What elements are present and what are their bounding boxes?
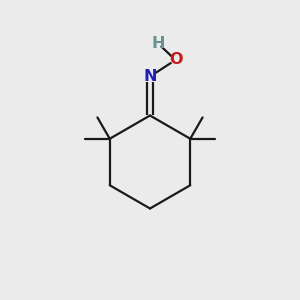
- Text: H: H: [151, 36, 165, 51]
- Text: N: N: [143, 69, 157, 84]
- Text: O: O: [169, 52, 182, 68]
